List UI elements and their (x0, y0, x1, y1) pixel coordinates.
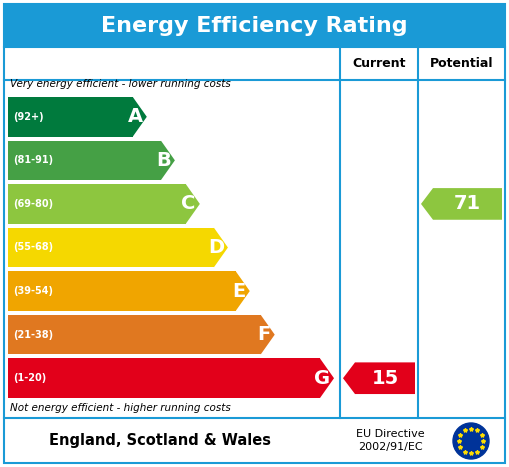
Text: Current: Current (352, 57, 406, 70)
Text: 15: 15 (372, 369, 399, 388)
Bar (4, 4, 505, 47)
Text: (39-54): (39-54) (13, 286, 53, 296)
Polygon shape (421, 188, 502, 220)
Text: (81-91): (81-91) (13, 156, 53, 165)
Text: B: B (156, 151, 171, 170)
Bar (8, 228, 214, 267)
Circle shape (453, 423, 489, 459)
Bar (8, 97, 133, 136)
Polygon shape (214, 228, 228, 267)
Bar (8, 184, 186, 224)
Bar (8, 315, 261, 354)
Polygon shape (161, 141, 175, 180)
Text: Not energy efficient - higher running costs: Not energy efficient - higher running co… (10, 403, 231, 413)
Polygon shape (236, 271, 250, 311)
Text: 71: 71 (454, 194, 481, 213)
Text: EU Directive
2002/91/EC: EU Directive 2002/91/EC (356, 429, 425, 452)
Text: Potential: Potential (430, 57, 493, 70)
Bar (8, 141, 161, 180)
Text: D: D (208, 238, 224, 257)
Bar (8, 359, 320, 398)
Text: E: E (233, 282, 246, 301)
Text: G: G (314, 369, 330, 388)
Polygon shape (320, 359, 334, 398)
Text: England, Scotland & Wales: England, Scotland & Wales (49, 433, 271, 448)
Text: Very energy efficient - lower running costs: Very energy efficient - lower running co… (10, 79, 231, 89)
Text: (55-68): (55-68) (13, 242, 53, 253)
Text: C: C (182, 194, 196, 213)
Polygon shape (261, 315, 275, 354)
Text: A: A (128, 107, 143, 126)
Text: F: F (258, 325, 271, 344)
Text: (1-20): (1-20) (13, 373, 46, 383)
Text: (92+): (92+) (13, 112, 44, 122)
Polygon shape (133, 97, 147, 136)
Text: (21-38): (21-38) (13, 330, 53, 340)
Polygon shape (343, 362, 415, 394)
Text: Energy Efficiency Rating: Energy Efficiency Rating (101, 15, 408, 35)
Text: (69-80): (69-80) (13, 199, 53, 209)
Bar (8, 271, 236, 311)
Polygon shape (186, 184, 200, 224)
